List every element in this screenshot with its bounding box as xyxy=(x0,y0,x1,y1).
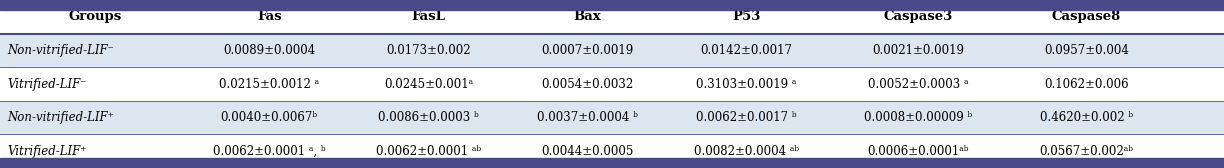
Bar xyxy=(0,0,1224,10)
Text: 0.1062±0.006: 0.1062±0.006 xyxy=(1044,77,1129,91)
Text: 0.0089±0.0004: 0.0089±0.0004 xyxy=(223,44,316,57)
Text: Non-vitrified-LIF⁻: Non-vitrified-LIF⁻ xyxy=(7,44,114,57)
Text: Vitrified-LIF⁺: Vitrified-LIF⁺ xyxy=(7,145,87,158)
Text: 0.0006±0.0001ᵃᵇ: 0.0006±0.0001ᵃᵇ xyxy=(868,145,968,158)
Text: Caspase3: Caspase3 xyxy=(884,10,952,23)
Text: 0.0062±0.0001 ᵃᵇ: 0.0062±0.0001 ᵃᵇ xyxy=(376,145,481,158)
Text: 0.0062±0.0001 ᵃ, ᵇ: 0.0062±0.0001 ᵃ, ᵇ xyxy=(213,145,326,158)
Text: 0.0082±0.0004 ᵃᵇ: 0.0082±0.0004 ᵃᵇ xyxy=(694,145,799,158)
Bar xyxy=(0,0,1224,34)
Text: Groups: Groups xyxy=(69,10,121,23)
Text: 0.0054±0.0032: 0.0054±0.0032 xyxy=(541,77,634,91)
Text: Non-vitrified-LIF⁺: Non-vitrified-LIF⁺ xyxy=(7,111,114,124)
Text: Caspase8: Caspase8 xyxy=(1051,10,1121,23)
Bar xyxy=(0,34,1224,67)
Text: 0.0215±0.0012 ᵃ: 0.0215±0.0012 ᵃ xyxy=(219,77,319,91)
Bar xyxy=(0,158,1224,168)
Text: FasL: FasL xyxy=(411,10,446,23)
Text: 0.0245±0.001ᵃ: 0.0245±0.001ᵃ xyxy=(384,77,472,91)
Text: 0.0052±0.0003 ᵃ: 0.0052±0.0003 ᵃ xyxy=(868,77,968,91)
Text: 0.0062±0.0017 ᵇ: 0.0062±0.0017 ᵇ xyxy=(696,111,797,124)
Text: 0.0957±0.004: 0.0957±0.004 xyxy=(1044,44,1129,57)
Text: 0.0008±0.00009 ᵇ: 0.0008±0.00009 ᵇ xyxy=(864,111,972,124)
Text: 0.3103±0.0019 ᵃ: 0.3103±0.0019 ᵃ xyxy=(696,77,797,91)
Text: 0.0021±0.0019: 0.0021±0.0019 xyxy=(871,44,965,57)
Text: 0.0567±0.002ᵃᵇ: 0.0567±0.002ᵃᵇ xyxy=(1039,145,1133,158)
Bar xyxy=(0,67,1224,101)
Text: Bax: Bax xyxy=(574,10,601,23)
Text: 0.0142±0.0017: 0.0142±0.0017 xyxy=(700,44,793,57)
Text: 0.0173±0.002: 0.0173±0.002 xyxy=(386,44,471,57)
Text: 0.0086±0.0003 ᵇ: 0.0086±0.0003 ᵇ xyxy=(378,111,479,124)
Text: 0.0044±0.0005: 0.0044±0.0005 xyxy=(541,145,634,158)
Text: 0.0007±0.0019: 0.0007±0.0019 xyxy=(541,44,634,57)
Text: Vitrified-LIF⁻: Vitrified-LIF⁻ xyxy=(7,77,87,91)
Text: 0.0037±0.0004 ᵇ: 0.0037±0.0004 ᵇ xyxy=(537,111,638,124)
Text: Fas: Fas xyxy=(257,10,282,23)
Text: P53: P53 xyxy=(732,10,761,23)
Text: 0.0040±0.0067ᵇ: 0.0040±0.0067ᵇ xyxy=(220,111,318,124)
Bar xyxy=(0,134,1224,168)
Bar xyxy=(0,101,1224,134)
Text: 0.4620±0.002 ᵇ: 0.4620±0.002 ᵇ xyxy=(1039,111,1133,124)
